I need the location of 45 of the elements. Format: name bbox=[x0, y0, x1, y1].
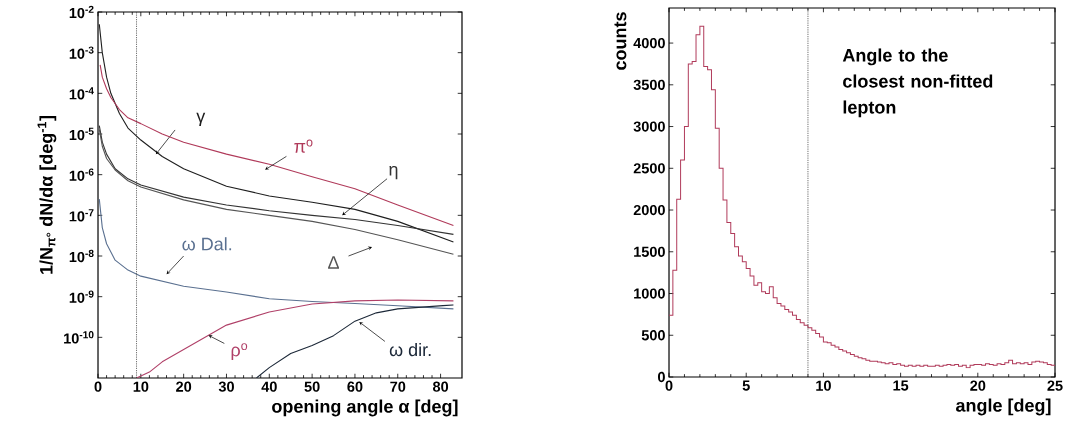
y-axis-title: counts bbox=[614, 12, 627, 70]
series-label: ρ$^{o}$ bbox=[231, 343, 248, 360]
text: γ bbox=[196, 112, 206, 126]
x-tick-label: 30 bbox=[218, 381, 234, 392]
y-tick-label: 10$^{-5}$ bbox=[69, 127, 94, 141]
y-tick-label: 10$^{-2}$ bbox=[69, 5, 94, 19]
series-label: π$^{o}$ bbox=[294, 139, 313, 153]
x-tick-label: 70 bbox=[390, 381, 406, 392]
x-tick-label: 0 bbox=[665, 380, 673, 391]
y-tick-label: 1000 bbox=[634, 288, 665, 299]
y-tick-label: 10$^{-3}$ bbox=[69, 46, 94, 59]
x-tick-label: 80 bbox=[432, 381, 449, 392]
annotation: Angle to the closest non-fitted lepton bbox=[842, 48, 993, 118]
x-tick-label: 60 bbox=[347, 381, 363, 392]
y-tick-label: 10$^{-8}$ bbox=[69, 249, 94, 263]
y-tick-label: 500 bbox=[641, 330, 665, 341]
series-label: ω dir. bbox=[389, 342, 431, 357]
series-label: ω Dal. bbox=[182, 237, 232, 251]
x-axis-title: opening angle α [deg] bbox=[272, 399, 458, 417]
y-tick-label: 10$^{-10}$ bbox=[64, 331, 94, 344]
y-tick-label: 3000 bbox=[633, 121, 665, 132]
x-tick-label: 25 bbox=[1047, 380, 1063, 391]
y-tick-label: 4000 bbox=[633, 37, 665, 49]
y-tick-label: 3500 bbox=[633, 79, 665, 90]
y-tick-label: 10$^{-4}$ bbox=[69, 87, 94, 100]
y-tick-label: 0 bbox=[657, 371, 665, 383]
y-tick-label: 2500 bbox=[633, 163, 665, 174]
x-tick-label: 20 bbox=[176, 381, 192, 392]
text: η bbox=[389, 165, 398, 180]
series-label: Δ bbox=[328, 256, 339, 269]
y-tick-label: 2000 bbox=[633, 204, 665, 216]
x-tick-label: 40 bbox=[261, 381, 277, 392]
x-axis-title: angle [deg] bbox=[956, 398, 1051, 416]
y-tick-label: 10$^{-9}$ bbox=[69, 290, 94, 303]
x-tick-label: 15 bbox=[893, 380, 909, 391]
x-tick-label: 10 bbox=[816, 380, 831, 391]
y-tick-label: 1500 bbox=[634, 246, 665, 257]
y-axis-title: 1/N$_{π°}$ dN/dα [deg$^{-1}$] bbox=[37, 116, 57, 274]
y-tick-label: 10$^{-7}$ bbox=[69, 209, 94, 222]
y-tick-label: 10$^{-6}$ bbox=[69, 168, 94, 181]
x-tick-label: 10 bbox=[133, 381, 149, 392]
x-tick-label: 0 bbox=[94, 381, 102, 392]
x-tick-label: 5 bbox=[742, 380, 750, 391]
x-tick-label: 50 bbox=[304, 381, 320, 392]
x-tick-label: 20 bbox=[970, 380, 986, 391]
